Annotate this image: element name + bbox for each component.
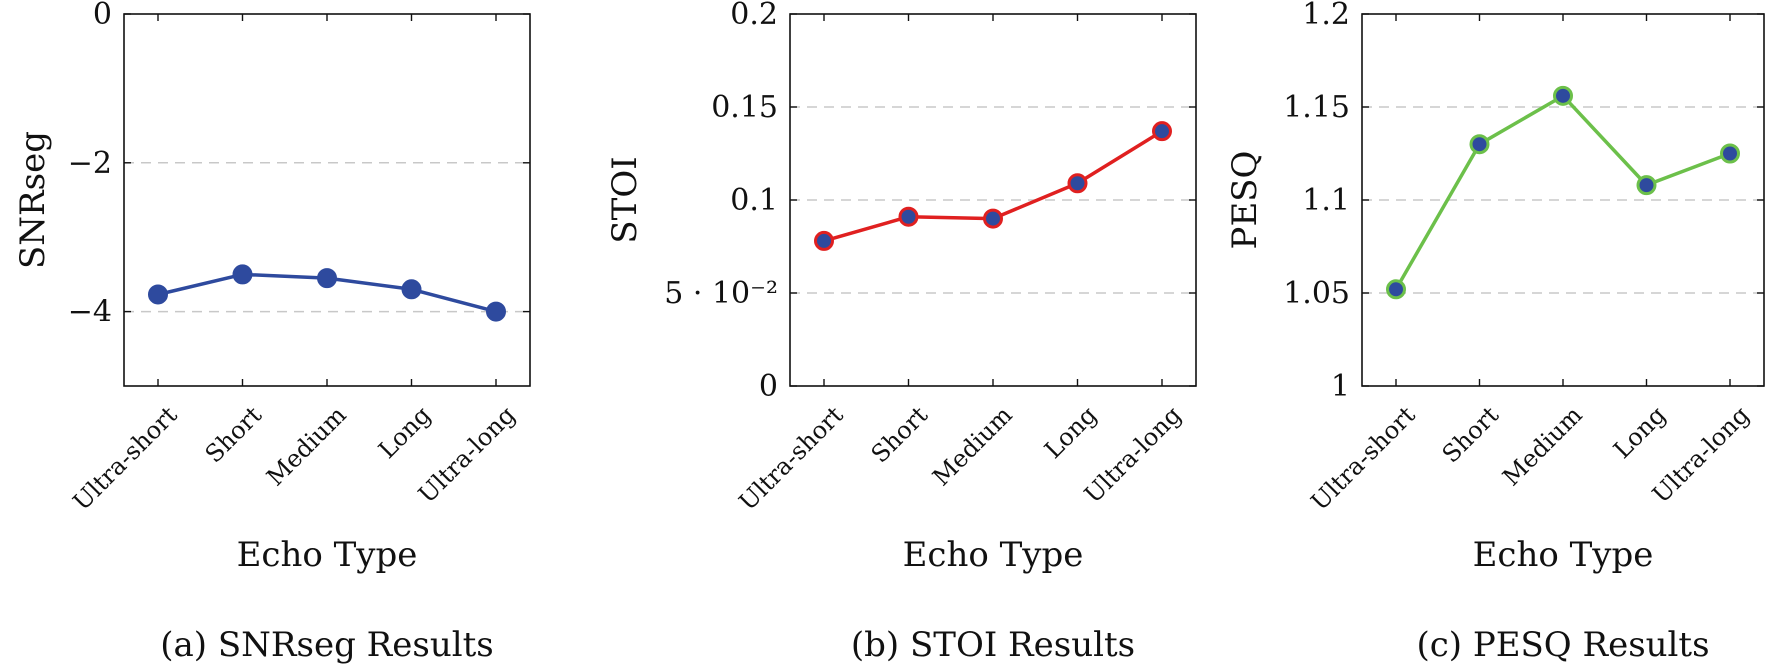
y-axis-label: STOI [605, 156, 645, 243]
x-tick-label: Short [200, 401, 268, 469]
panel-caption: (c) PESQ Results [1416, 625, 1709, 665]
x-tick-label: Ultra-short [1306, 401, 1421, 516]
data-point [814, 230, 834, 251]
x-axis-label: Echo Type [237, 535, 418, 575]
data-point [317, 268, 337, 289]
data-point [1469, 134, 1490, 155]
y-tick-label: 0 [93, 0, 112, 32]
x-axis-label: Echo Type [903, 535, 1084, 575]
data-point [1386, 279, 1406, 300]
x-tick-label: Ultra-short [734, 401, 849, 516]
y-tick-label: 5 · 10⁻² [664, 276, 778, 311]
x-tick-label: Long [1039, 401, 1102, 464]
data-point [1720, 143, 1740, 164]
data-point [898, 206, 919, 227]
chart-panel-2: 0 5 · 10⁻² 0.1 0.15 0.2 Ultra-short ShortMediu… [605, 0, 1197, 665]
y-tick-label: 1.05 [1283, 276, 1350, 311]
data-point [486, 301, 506, 322]
x-tick-label: Short [866, 401, 934, 469]
series-line [1394, 94, 1731, 291]
y-tick-label: 1.1 [1302, 183, 1350, 218]
y-axis-label: PESQ [1225, 151, 1265, 250]
y-tick-label: −2 [68, 146, 112, 181]
data-point [1553, 85, 1573, 106]
y-tick-label: 1.2 [1302, 0, 1350, 32]
plot-frame [123, 13, 531, 387]
x-tick-label: Long [373, 401, 436, 464]
x-tick-label: Medium [261, 401, 352, 492]
y-tick-label: 0.2 [730, 0, 778, 32]
y-tick-label: 1 [1331, 369, 1350, 404]
x-axis-label: Echo Type [1473, 535, 1654, 575]
panel-caption: (a) SNRseg Results [160, 625, 493, 665]
data-point [983, 208, 1003, 229]
y-tick-label: 1.15 [1283, 90, 1350, 125]
data-point [232, 264, 253, 285]
x-tick-label: Short [1437, 401, 1505, 469]
x-tick-label: Medium [927, 401, 1018, 492]
y-tick-label: −4 [68, 295, 112, 330]
data-point [1636, 175, 1657, 196]
x-tick-label: Ultra-short [68, 401, 183, 516]
panel-caption: (b) STOI Results [851, 625, 1135, 665]
y-tick-label: 0.15 [711, 90, 778, 125]
y-axis-label: SNRseg [13, 131, 53, 269]
data-point [148, 284, 168, 305]
x-tick-label: Long [1608, 401, 1671, 464]
x-tick-label: Medium [1497, 401, 1588, 492]
data-point [401, 279, 422, 300]
data-point [1152, 121, 1172, 142]
data-point [1067, 173, 1088, 194]
y-tick-label: 0.1 [730, 183, 778, 218]
y-tick-label: 0 [759, 369, 778, 404]
